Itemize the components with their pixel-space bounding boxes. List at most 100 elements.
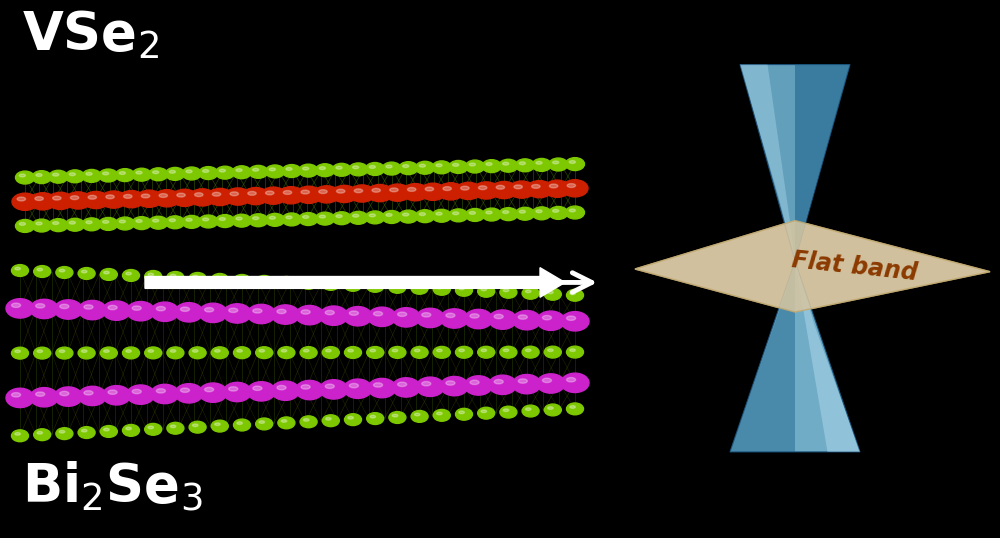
Ellipse shape — [525, 349, 531, 352]
Ellipse shape — [34, 429, 51, 441]
Ellipse shape — [84, 391, 93, 395]
Ellipse shape — [167, 272, 184, 284]
Ellipse shape — [470, 380, 479, 385]
Ellipse shape — [348, 349, 353, 352]
Ellipse shape — [281, 279, 287, 282]
Ellipse shape — [104, 350, 109, 352]
Ellipse shape — [422, 381, 431, 386]
Ellipse shape — [156, 307, 165, 311]
Ellipse shape — [104, 271, 109, 274]
Ellipse shape — [513, 310, 541, 330]
Ellipse shape — [159, 194, 168, 197]
Ellipse shape — [12, 265, 28, 277]
Ellipse shape — [12, 347, 28, 359]
Ellipse shape — [175, 384, 203, 403]
Ellipse shape — [230, 192, 238, 196]
Ellipse shape — [344, 414, 362, 426]
Ellipse shape — [325, 384, 334, 388]
Ellipse shape — [499, 208, 518, 221]
Ellipse shape — [233, 274, 250, 286]
Ellipse shape — [56, 428, 73, 440]
Ellipse shape — [37, 431, 43, 434]
Ellipse shape — [195, 193, 203, 196]
Ellipse shape — [367, 346, 384, 358]
Ellipse shape — [478, 407, 495, 419]
Ellipse shape — [437, 412, 442, 415]
Ellipse shape — [145, 347, 162, 359]
Ellipse shape — [366, 211, 384, 224]
Ellipse shape — [469, 211, 475, 214]
Ellipse shape — [299, 213, 318, 225]
Ellipse shape — [422, 313, 431, 317]
Ellipse shape — [402, 183, 428, 201]
Ellipse shape — [219, 169, 225, 172]
Ellipse shape — [414, 349, 420, 352]
Polygon shape — [730, 261, 795, 452]
Ellipse shape — [223, 304, 251, 323]
Ellipse shape — [503, 210, 509, 214]
Ellipse shape — [368, 378, 396, 398]
Ellipse shape — [211, 420, 228, 432]
Ellipse shape — [322, 346, 339, 358]
Ellipse shape — [481, 349, 487, 352]
Ellipse shape — [349, 211, 368, 224]
Ellipse shape — [78, 427, 95, 438]
Ellipse shape — [256, 275, 273, 287]
Ellipse shape — [349, 384, 358, 388]
Ellipse shape — [369, 214, 375, 217]
Ellipse shape — [151, 384, 179, 404]
Ellipse shape — [165, 167, 184, 180]
Ellipse shape — [205, 387, 214, 392]
Ellipse shape — [82, 218, 101, 231]
Text: Bi$_2$Se$_3$: Bi$_2$Se$_3$ — [22, 460, 203, 514]
Ellipse shape — [537, 311, 565, 330]
Ellipse shape — [203, 169, 209, 173]
Ellipse shape — [446, 313, 455, 317]
Ellipse shape — [322, 279, 339, 291]
Ellipse shape — [233, 419, 250, 431]
Ellipse shape — [259, 350, 265, 352]
Ellipse shape — [522, 346, 539, 358]
Ellipse shape — [461, 186, 469, 190]
Ellipse shape — [103, 172, 109, 175]
Polygon shape — [740, 65, 850, 261]
Ellipse shape — [132, 217, 151, 230]
Ellipse shape — [16, 171, 34, 184]
Ellipse shape — [65, 192, 91, 209]
Ellipse shape — [419, 164, 425, 167]
Ellipse shape — [336, 166, 342, 169]
Ellipse shape — [265, 214, 284, 226]
Ellipse shape — [544, 180, 570, 197]
Ellipse shape — [15, 267, 20, 270]
Ellipse shape — [100, 347, 117, 359]
Ellipse shape — [259, 278, 265, 281]
Ellipse shape — [449, 209, 468, 222]
Ellipse shape — [84, 305, 93, 309]
Polygon shape — [740, 65, 795, 261]
Ellipse shape — [459, 287, 464, 290]
Ellipse shape — [296, 186, 322, 203]
Ellipse shape — [205, 308, 214, 312]
Ellipse shape — [192, 275, 198, 278]
Ellipse shape — [491, 181, 517, 199]
Ellipse shape — [549, 207, 568, 220]
Ellipse shape — [519, 162, 525, 165]
Ellipse shape — [59, 350, 65, 352]
Ellipse shape — [180, 388, 190, 392]
Ellipse shape — [436, 213, 442, 215]
Ellipse shape — [548, 407, 553, 409]
Ellipse shape — [54, 300, 82, 319]
Ellipse shape — [122, 347, 139, 359]
Ellipse shape — [248, 192, 256, 195]
Ellipse shape — [54, 387, 82, 406]
Ellipse shape — [192, 424, 198, 427]
Ellipse shape — [332, 164, 351, 176]
Ellipse shape — [453, 164, 459, 166]
Ellipse shape — [566, 158, 584, 171]
Ellipse shape — [132, 306, 141, 310]
Ellipse shape — [53, 196, 61, 200]
Ellipse shape — [367, 280, 384, 292]
Ellipse shape — [182, 167, 201, 180]
Ellipse shape — [86, 221, 92, 224]
Ellipse shape — [34, 347, 51, 359]
